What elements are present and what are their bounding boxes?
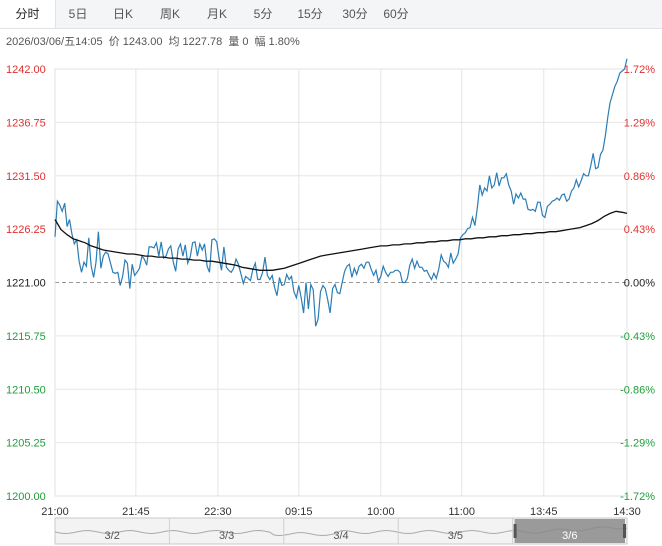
- navigator-date-label[interactable]: 3/5: [448, 530, 463, 542]
- time-tick-label: 13:45: [530, 506, 558, 518]
- price-tick-label: 1226.25: [6, 224, 46, 236]
- percent-tick-label: -0.86%: [620, 384, 655, 396]
- navigator-date-label[interactable]: 3/6: [562, 530, 577, 542]
- time-tick-label: 11:00: [448, 506, 475, 518]
- price-tick-label: 1215.75: [6, 331, 46, 343]
- percent-tick-label: 1.29%: [624, 117, 655, 129]
- price-line: [54, 58, 628, 327]
- volume-value: 0: [242, 36, 249, 48]
- time-tick-label: 21:45: [122, 506, 150, 518]
- grid: [54, 68, 628, 497]
- series-lines: [54, 58, 628, 327]
- navigator-handle-right[interactable]: [623, 524, 626, 538]
- avg-label: 均: [168, 36, 180, 48]
- percent-tick-label: -0.43%: [620, 331, 655, 343]
- percent-tick-label: 0.00%: [624, 278, 655, 290]
- percent-tick-label: 1.72%: [624, 64, 655, 76]
- price-tick-label: 1236.75: [6, 117, 46, 129]
- time-tick-label: 10:00: [367, 506, 395, 518]
- average-line: [54, 210, 628, 271]
- tab-monthly-k[interactable]: 月K: [206, 7, 227, 21]
- volume-label: 量: [228, 36, 240, 48]
- price-tick-label: 1242.00: [6, 64, 46, 76]
- tab-intraday[interactable]: 分时: [0, 0, 56, 28]
- date-navigator[interactable]: 3/2 3/3 3/4 3/5 3/6: [54, 517, 628, 545]
- navigator-date-label[interactable]: 3/3: [219, 530, 234, 542]
- tab-5min[interactable]: 5分: [253, 7, 273, 21]
- tab-daily-k[interactable]: 日K: [112, 7, 133, 21]
- avg-value: 1227.78: [182, 36, 223, 48]
- navigator-date-label[interactable]: 3/4: [333, 530, 348, 542]
- price-tick-label: 1210.50: [6, 384, 46, 396]
- navigator-handle-left[interactable]: [513, 524, 517, 538]
- tab-30min[interactable]: 30分: [342, 7, 368, 21]
- price-value: 1243.00: [122, 36, 163, 48]
- plot-frame: [54, 68, 628, 497]
- navigator-selection[interactable]: [514, 519, 625, 543]
- tab-5day[interactable]: 5日: [68, 7, 88, 21]
- percent-tick-label: -1.29%: [620, 438, 655, 450]
- time-tick-label: 21:00: [41, 506, 69, 518]
- navigator-date-label[interactable]: 3/2: [105, 530, 120, 542]
- change-label: 幅: [254, 36, 266, 48]
- percent-tick-label: -1.72%: [620, 491, 655, 503]
- tab-15min[interactable]: 15分: [297, 7, 323, 21]
- tab-60min[interactable]: 60分: [383, 7, 409, 21]
- percent-axis-labels: 1.72% 1.29% 0.86% 0.43% 0.00% -0.43% -0.86% -1.…: [620, 64, 655, 503]
- price-label: 价: [108, 36, 120, 48]
- time-tick-label: 22:30: [204, 506, 232, 518]
- quote-datetime: 2026/03/06/五14:05: [6, 36, 103, 48]
- period-tabs: 分时 5日 日K 周K 月K 5分 15分 30分 60分: [0, 0, 662, 29]
- price-tick-label: 1231.50: [6, 171, 46, 183]
- change-value: 1.80%: [268, 36, 300, 48]
- price-tick-label: 1200.00: [6, 491, 46, 503]
- time-tick-label: 09:15: [285, 506, 313, 518]
- percent-tick-label: 0.43%: [624, 224, 655, 236]
- price-tick-label: 1221.00: [6, 278, 46, 290]
- time-tick-label: 14:30: [613, 506, 641, 518]
- price-axis-labels: 1242.00 1236.75 1231.50 1226.25 1221.00 1215.…: [6, 64, 46, 503]
- tab-weekly-k[interactable]: 周K: [159, 7, 180, 21]
- price-tick-label: 1205.25: [6, 438, 46, 450]
- time-axis-labels: 21:00 21:45 22:30 09:15 10:00 11:00 13:45 14:30: [41, 506, 641, 518]
- percent-tick-label: 0.86%: [624, 171, 655, 183]
